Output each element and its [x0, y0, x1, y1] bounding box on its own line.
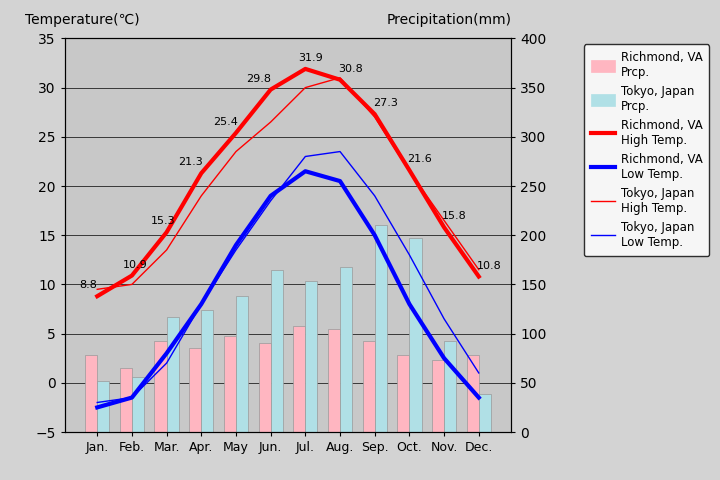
Text: 29.8: 29.8	[246, 74, 271, 84]
Bar	[397, 355, 410, 432]
Text: 31.9: 31.9	[298, 53, 323, 63]
Bar	[479, 394, 491, 432]
Bar	[85, 355, 97, 432]
Text: 8.8: 8.8	[80, 280, 97, 290]
Bar	[224, 336, 236, 432]
Bar	[132, 377, 144, 432]
Bar	[410, 238, 421, 432]
Bar	[236, 296, 248, 432]
Bar	[166, 317, 179, 432]
Bar	[258, 344, 271, 432]
Bar	[202, 310, 213, 432]
Bar	[363, 341, 374, 432]
Bar	[189, 348, 202, 432]
Bar	[120, 368, 132, 432]
Text: 10.8: 10.8	[477, 261, 502, 271]
Text: 27.3: 27.3	[373, 98, 397, 108]
Text: 30.8: 30.8	[338, 64, 363, 74]
Text: Precipitation(mm): Precipitation(mm)	[386, 12, 511, 26]
Legend: Richmond, VA
Prcp., Tokyo, Japan
Prcp., Richmond, VA
High Temp., Richmond, VA
Lo: Richmond, VA Prcp., Tokyo, Japan Prcp., …	[584, 44, 709, 256]
Bar	[467, 355, 479, 432]
Bar	[293, 326, 305, 432]
Bar	[155, 341, 166, 432]
Bar	[328, 329, 340, 432]
Bar	[97, 381, 109, 432]
Text: 25.4: 25.4	[213, 117, 238, 127]
Bar	[271, 270, 283, 432]
Text: 10.9: 10.9	[123, 260, 148, 270]
Bar	[444, 341, 456, 432]
Text: 21.3: 21.3	[179, 157, 203, 168]
Text: 15.3: 15.3	[150, 216, 176, 227]
Bar	[340, 267, 352, 432]
Bar	[305, 281, 318, 432]
Text: 21.6: 21.6	[408, 155, 432, 164]
Bar	[374, 226, 387, 432]
Text: Temperature(℃): Temperature(℃)	[24, 12, 139, 26]
Text: 15.8: 15.8	[442, 212, 467, 221]
Bar	[432, 360, 444, 432]
